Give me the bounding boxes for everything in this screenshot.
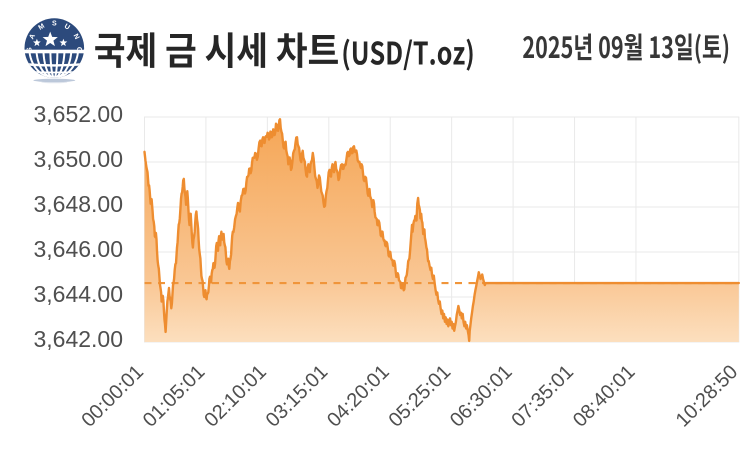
x-axis-tick-label: 05:25:01 [385,361,456,432]
logo-equator-band [22,49,87,54]
logo-arc-letter: S [52,20,57,27]
logo-arc-letter: A [29,33,38,41]
y-axis-tick-label: 3,642.00 [33,326,123,352]
page-header: SAM S UNG [22,18,729,84]
y-axis-tick-label: 3,650.00 [33,146,123,172]
logo-arc-letter: U [63,23,71,32]
logo-reflection [33,78,76,84]
x-axis-tick-label: 00:00:01 [77,361,148,432]
x-axis-tick-label: 10:28:50 [672,361,743,432]
x-axis-tick-label: 08:40:01 [569,361,640,432]
x-axis-tick-label: 01:05:01 [139,361,210,432]
date-label [523,33,729,64]
x-axis-tick-label: 02:10:01 [200,361,271,432]
x-axis-tick-label: 04:20:01 [323,361,394,432]
y-axis-tick-label: 3,652.00 [33,101,123,127]
logo-big-star-icon [42,31,58,47]
samsung-logo-icon: SAM S UNG [22,18,87,84]
x-axis-tick-label: 06:30:01 [446,361,517,432]
series-area-fill [144,119,739,342]
logo-arc-letter: N [72,33,81,41]
series-line [143,118,740,343]
y-axis-labels: 3,652.00 3,650.00 3,648.00 3,646.00 3,644.00… [33,101,123,352]
y-axis-tick-label: 3,646.00 [33,236,123,262]
logo-right-star-icon [59,38,68,47]
logo-arc-letter: M [37,23,46,32]
x-axis-tick-label: 07:35:01 [507,361,578,432]
x-axis-tick-label: 03:15:01 [262,361,333,432]
x-axis-labels: 00:00:0101:05:0102:10:0103:15:0104:20:01… [77,361,742,432]
logo-stars-icon [33,31,68,47]
page-title [95,32,473,71]
logo-left-star-icon [33,38,41,47]
y-axis-tick-label: 3,648.00 [33,191,123,217]
y-axis-tick-label: 3,644.00 [33,281,123,307]
logo-arc-letter: S [26,47,33,52]
